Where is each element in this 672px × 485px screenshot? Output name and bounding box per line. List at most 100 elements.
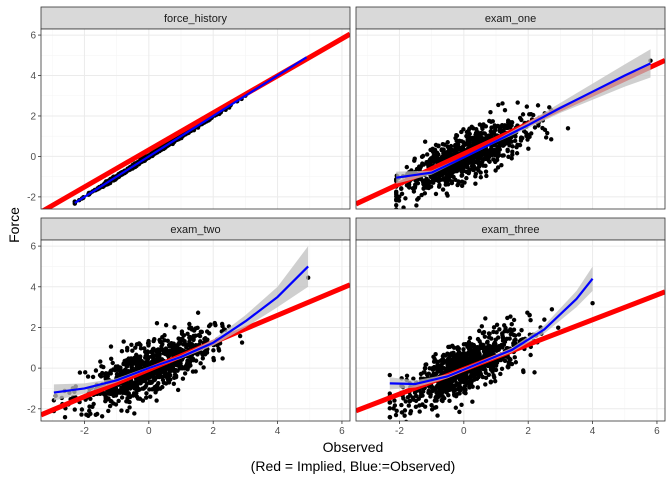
data-point (387, 372, 392, 378)
data-point (499, 162, 504, 168)
data-point (451, 388, 457, 394)
data-point (220, 356, 225, 361)
data-point (462, 158, 467, 164)
data-point (135, 387, 141, 393)
data-point (145, 341, 151, 346)
data-point (101, 391, 106, 396)
data-point (449, 179, 455, 184)
data-point (501, 153, 506, 158)
data-point (477, 122, 483, 127)
data-point (88, 396, 93, 401)
data-point (99, 414, 105, 419)
data-point (507, 336, 512, 341)
data-point (435, 413, 440, 418)
data-point (465, 356, 470, 361)
data-point (198, 361, 203, 366)
data-point (445, 362, 450, 368)
data-point (105, 371, 111, 376)
data-point (492, 128, 498, 133)
data-point (107, 390, 112, 395)
confidence-ribbon (53, 246, 309, 401)
data-point (163, 381, 169, 386)
data-point (191, 337, 196, 343)
data-point (418, 389, 423, 395)
y-tick-label: -2 (27, 192, 36, 203)
data-point (445, 351, 450, 356)
data-point (172, 372, 178, 377)
data-point (99, 364, 104, 369)
data-point (457, 360, 462, 365)
data-point (547, 105, 552, 110)
data-point (403, 196, 408, 201)
panel-border (355, 28, 666, 210)
data-point (424, 152, 430, 157)
data-point (124, 383, 129, 388)
data-point (459, 402, 464, 407)
data-point (464, 133, 469, 139)
data-point (542, 317, 547, 322)
data-point (481, 329, 487, 335)
data-point (198, 339, 203, 344)
data-point (524, 133, 529, 139)
data-point (144, 391, 149, 396)
panels-layer: force_history -2 0 2 4 6 exam_one exam_two -2 0 2 4… (27, 6, 666, 437)
data-point (478, 342, 484, 347)
data-point (166, 372, 172, 377)
data-point (129, 381, 134, 386)
data-point (130, 393, 136, 398)
observed-curve (53, 265, 309, 394)
panel-exam_one: exam_one (355, 6, 666, 210)
data-point (411, 397, 416, 402)
data-point (532, 125, 538, 130)
data-point (444, 154, 449, 159)
data-point (418, 165, 423, 170)
data-point (447, 398, 452, 404)
data-point (491, 348, 496, 353)
data-point (485, 148, 491, 153)
data-point (121, 339, 126, 344)
data-point (154, 398, 159, 403)
data-point (422, 191, 428, 196)
data-point (171, 341, 176, 346)
data-point (405, 395, 411, 400)
data-point (90, 374, 96, 380)
data-point (471, 353, 476, 358)
x-tick-label: 0 (461, 426, 467, 437)
observed-curve (389, 277, 594, 386)
data-point (195, 325, 200, 331)
data-point (549, 137, 554, 142)
data-point (136, 363, 142, 368)
data-point (160, 367, 166, 372)
data-point (145, 354, 151, 360)
data-point (520, 112, 526, 117)
data-point (142, 346, 147, 351)
data-point (124, 364, 129, 369)
data-point (472, 367, 477, 373)
data-point (461, 143, 466, 149)
data-point (459, 179, 465, 184)
data-point (434, 371, 439, 376)
data-point (505, 148, 510, 154)
data-point (506, 154, 511, 160)
data-point (479, 324, 485, 329)
data-point (154, 350, 160, 355)
data-point (415, 180, 421, 186)
data-point (151, 355, 157, 361)
data-point (509, 322, 514, 327)
data-point (413, 393, 419, 399)
data-point (459, 183, 465, 189)
data-point (173, 347, 178, 352)
data-point (451, 345, 457, 350)
x-tick-label: 4 (275, 426, 281, 437)
data-point (93, 412, 98, 418)
data-point (113, 364, 119, 369)
data-point (453, 382, 459, 388)
data-point (549, 307, 555, 312)
data-point (220, 323, 225, 329)
data-point (111, 367, 116, 372)
implied-line (41, 31, 350, 209)
data-point (484, 173, 489, 179)
data-point (390, 431, 394, 435)
data-point (486, 158, 491, 163)
